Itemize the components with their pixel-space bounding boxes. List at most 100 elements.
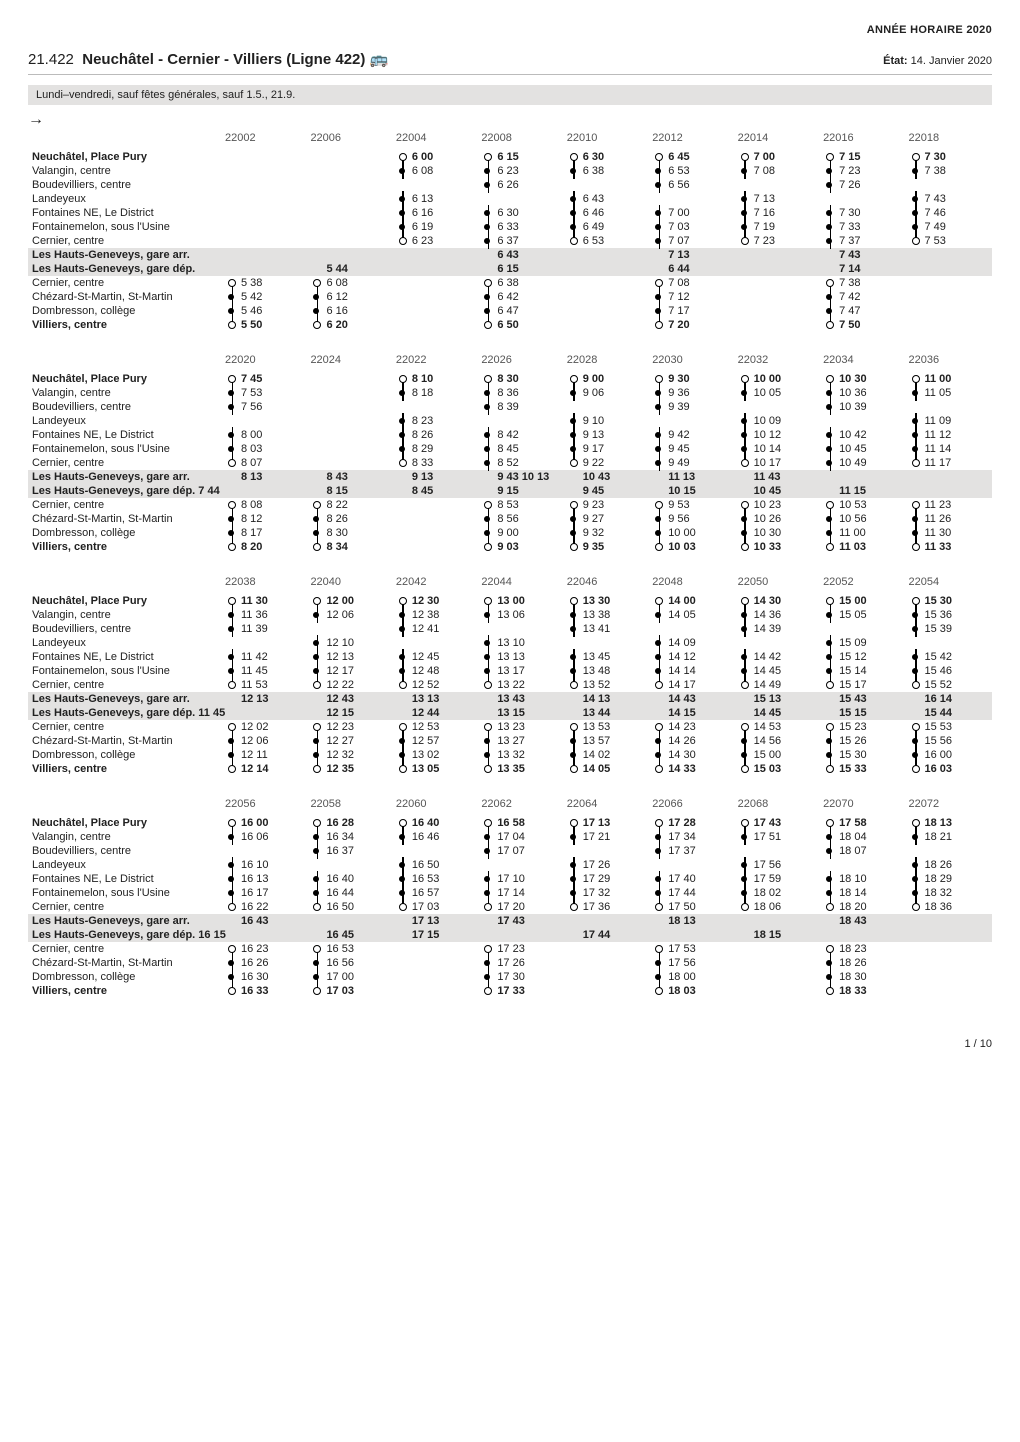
time-cell: 17 56 xyxy=(736,858,821,872)
time-cell: 14 49 xyxy=(736,678,821,692)
time-cell: 11 30 xyxy=(223,594,308,608)
stop-label: Cernier, centre xyxy=(28,900,223,914)
time-cell: 9 30 xyxy=(650,372,735,386)
time-cell: 8 43 xyxy=(308,470,393,484)
time-cell: 14 09 xyxy=(650,636,735,650)
time-cell: 11 13 xyxy=(650,470,735,484)
time-cell: 17 58 xyxy=(821,816,906,830)
time-cell: 6 08 xyxy=(394,164,479,178)
time-cell: 11 42 xyxy=(223,650,308,664)
time-cell xyxy=(394,400,479,414)
time-cell: 10 43 xyxy=(565,470,650,484)
time-cell: 10 56 xyxy=(821,512,906,526)
time-cell: 13 57 xyxy=(565,734,650,748)
time-cell xyxy=(308,206,393,220)
stop-label: Fontaines NE, Le District xyxy=(28,650,223,664)
time-cell xyxy=(308,914,393,928)
time-cell: 7 37 xyxy=(821,234,906,248)
time-cell xyxy=(308,386,393,400)
time-cell: 6 19 xyxy=(394,220,479,234)
time-cell xyxy=(223,414,308,428)
time-cell: 18 32 xyxy=(907,886,993,900)
time-cell: 17 07 xyxy=(479,844,564,858)
time-cell: 17 04 xyxy=(479,830,564,844)
timetable-container: 2200222006220042200822010220122201422016… xyxy=(28,109,992,998)
time-cell: 6 53 xyxy=(565,234,650,248)
time-cell: 17 28 xyxy=(650,816,735,830)
time-cell xyxy=(650,192,735,206)
time-cell: 14 02 xyxy=(565,748,650,762)
time-cell: 16 22 xyxy=(223,900,308,914)
time-cell: 17 43 xyxy=(736,816,821,830)
time-cell: 16 14 xyxy=(907,692,993,706)
time-cell: 10 12 xyxy=(736,428,821,442)
time-cell: 15 53 xyxy=(907,720,993,734)
time-cell: 8 45 xyxy=(394,484,479,498)
time-cell: 14 53 xyxy=(736,720,821,734)
time-cell xyxy=(223,928,308,942)
time-cell: 10 00 xyxy=(650,526,735,540)
time-cell: 16 58 xyxy=(479,816,564,830)
time-cell: 18 10 xyxy=(821,872,906,886)
time-cell: 17 33 xyxy=(479,984,564,998)
time-cell xyxy=(907,318,993,332)
time-cell: 14 36 xyxy=(736,608,821,622)
time-cell: 11 15 xyxy=(821,484,906,498)
time-cell: 10 42 xyxy=(821,428,906,442)
time-cell: 8 53 xyxy=(479,498,564,512)
time-cell xyxy=(394,970,479,984)
time-cell: 14 45 xyxy=(736,664,821,678)
time-cell: 12 22 xyxy=(308,678,393,692)
time-cell: 6 47 xyxy=(479,304,564,318)
time-cell: 9 45 xyxy=(650,442,735,456)
time-cell xyxy=(821,858,906,872)
time-cell: 18 13 xyxy=(650,914,735,928)
time-cell xyxy=(223,636,308,650)
time-cell: 6 12 xyxy=(308,290,393,304)
time-cell: 16 53 xyxy=(394,872,479,886)
time-cell: 7 23 xyxy=(736,234,821,248)
time-cell: 17 03 xyxy=(308,984,393,998)
time-cell: 11 45 xyxy=(223,664,308,678)
time-cell: 8 10 xyxy=(394,372,479,386)
stop-label: Les Hauts-Geneveys, gare dép. xyxy=(28,262,223,276)
time-cell xyxy=(736,942,821,956)
time-cell: 7 53 xyxy=(907,234,993,248)
time-cell: 18 20 xyxy=(821,900,906,914)
time-cell: 8 07 xyxy=(223,456,308,470)
time-cell: 10 30 xyxy=(736,526,821,540)
time-cell: 16 28 xyxy=(308,816,393,830)
time-cell: 16 46 xyxy=(394,830,479,844)
stop-label: Les Hauts-Geneveys, gare dép. 7 44 xyxy=(28,484,223,498)
time-cell: 9 43 10 13 xyxy=(479,470,564,484)
time-cell: 12 44 xyxy=(394,706,479,720)
time-cell xyxy=(736,276,821,290)
time-cell xyxy=(565,304,650,318)
time-cell xyxy=(223,706,308,720)
time-cell: 18 00 xyxy=(650,970,735,984)
time-cell xyxy=(565,318,650,332)
time-cell: 18 43 xyxy=(821,914,906,928)
time-cell: 9 23 xyxy=(565,498,650,512)
trip-id: 22048 xyxy=(650,572,735,594)
stop-label: Valangin, centre xyxy=(28,830,223,844)
time-cell xyxy=(736,262,821,276)
time-cell xyxy=(907,400,993,414)
stop-label: Chézard-St-Martin, St-Martin xyxy=(28,290,223,304)
time-cell: 6 53 xyxy=(650,164,735,178)
stop-label: Fontainemelon, sous l'Usine xyxy=(28,220,223,234)
time-cell: 6 15 xyxy=(479,262,564,276)
time-cell xyxy=(821,414,906,428)
time-cell: 13 53 xyxy=(565,720,650,734)
time-cell: 10 30 xyxy=(821,372,906,386)
time-cell: 14 12 xyxy=(650,650,735,664)
time-cell: 14 42 xyxy=(736,650,821,664)
time-cell: 6 16 xyxy=(308,304,393,318)
time-cell xyxy=(565,984,650,998)
time-cell xyxy=(907,248,993,262)
time-cell: 6 45 xyxy=(650,150,735,164)
line-code: 21.422 xyxy=(28,51,74,68)
time-cell: 15 39 xyxy=(907,622,993,636)
time-cell: 18 13 xyxy=(907,816,993,830)
time-cell: 18 29 xyxy=(907,872,993,886)
